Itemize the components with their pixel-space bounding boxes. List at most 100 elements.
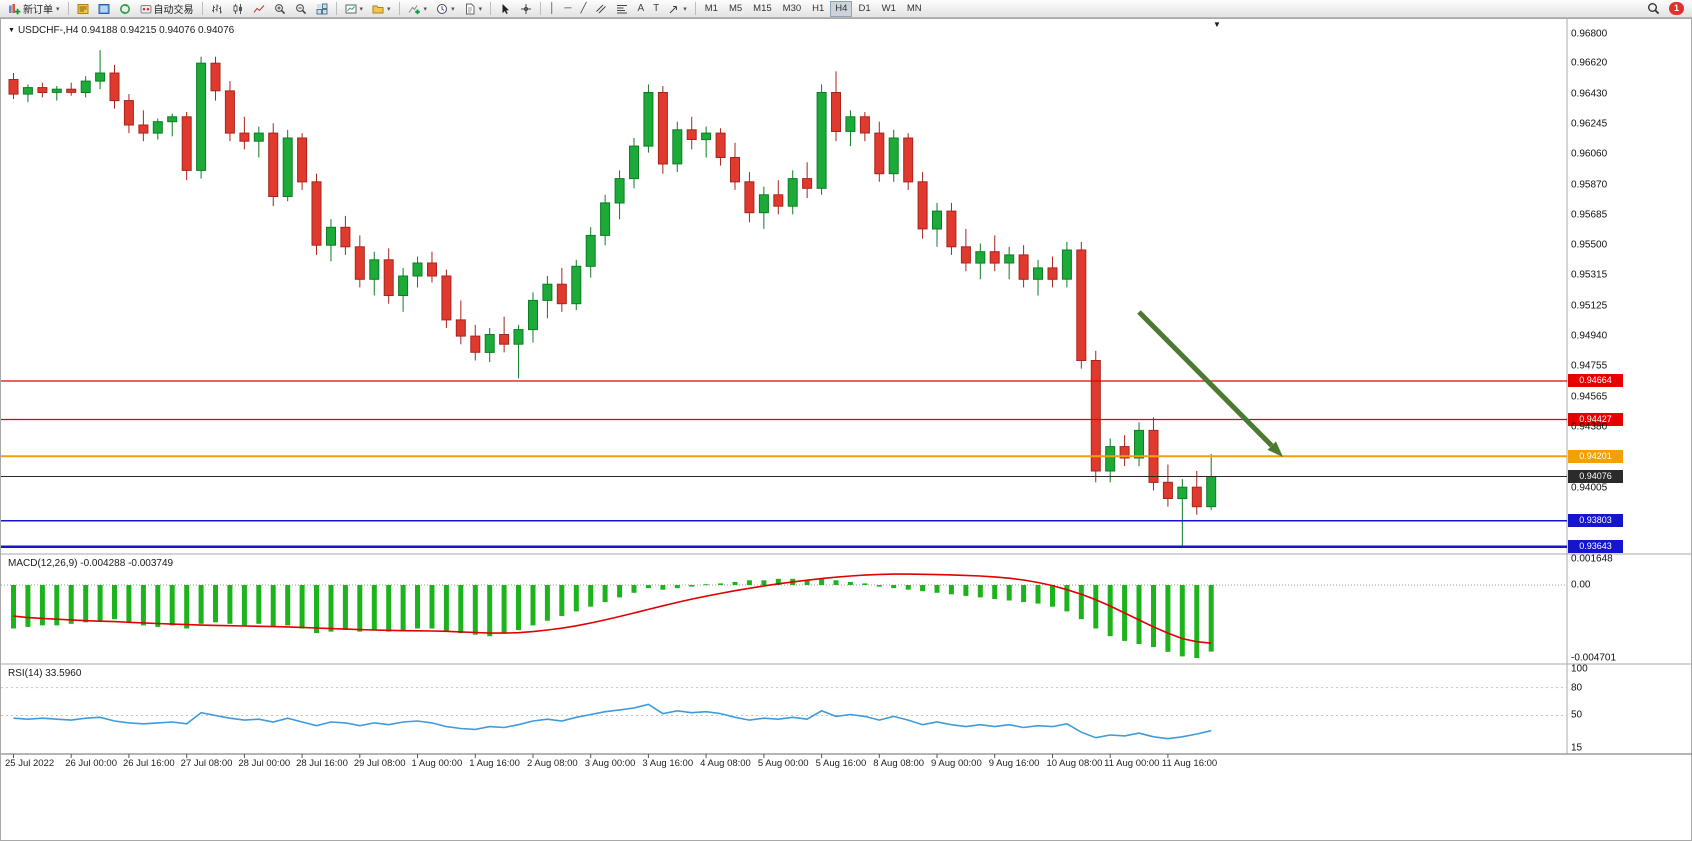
time-axis-label: 25 Jul 2022: [5, 758, 55, 769]
caret-down-icon: ▾: [359, 5, 364, 13]
candle-body: [239, 132, 250, 142]
price-axis-label: 0.94940: [1571, 330, 1608, 342]
market-watch-button[interactable]: [73, 1, 93, 17]
toolbar-separator: [398, 2, 400, 15]
notifications-button[interactable]: 1: [1665, 1, 1688, 17]
autotrading-icon: [140, 4, 152, 13]
channel-button[interactable]: [591, 1, 611, 17]
trend-arrow[interactable]: [1137, 310, 1283, 457]
tile-windows-button[interactable]: [312, 1, 332, 17]
candle-body: [455, 319, 466, 337]
candle-body: [571, 265, 582, 305]
time-axis-label: 28 Jul 00:00: [238, 758, 291, 769]
time-axis-label: 10 Aug 08:00: [1046, 758, 1103, 769]
collapse-icon[interactable]: ▼: [8, 27, 15, 34]
search-button[interactable]: [1643, 1, 1664, 17]
timeframe-toolbar: M1 M5 M15 M30 H1 H4 D1 W1 MN: [700, 0, 927, 17]
bar-chart-button[interactable]: [207, 1, 227, 17]
candle-body: [802, 178, 813, 189]
toolbar-separator: [540, 2, 542, 15]
fibonacci-button[interactable]: [612, 1, 632, 17]
timeframe-button-mn[interactable]: MN: [902, 1, 927, 17]
chart-profiles-button[interactable]: ▾: [368, 1, 395, 17]
line-chart-button[interactable]: [249, 1, 269, 17]
time-axis-label: 29 Jul 08:00: [353, 758, 406, 769]
caret-down-icon: ▾: [451, 5, 455, 13]
candle-body: [686, 129, 697, 141]
chart-shift-marker[interactable]: ▼: [1213, 20, 1221, 29]
horizontal-line-button[interactable]: ─: [560, 1, 575, 17]
candle-body: [1134, 429, 1144, 459]
candle-body: [167, 116, 178, 123]
data-window-button[interactable]: [94, 1, 114, 17]
rsi-scale-label: 100: [1571, 663, 1588, 675]
candle-body: [975, 251, 986, 264]
vertical-line-button[interactable]: │: [545, 1, 559, 17]
timeframe-button-d1[interactable]: D1: [853, 1, 875, 17]
time-axis[interactable]: 25 Jul 2022 26 Jul 00:00 26 Jul 16:00 27 Ju…: [1, 754, 1692, 776]
candle-body: [22, 87, 33, 95]
candle-body: [556, 283, 567, 305]
macd-signal-line: [13, 573, 1212, 644]
candle-body: [773, 194, 784, 207]
timeframe-button-m30[interactable]: M30: [778, 1, 806, 17]
candle-body: [37, 87, 48, 93]
timeframe-button-w1[interactable]: W1: [877, 1, 901, 17]
arrows-button[interactable]: ▾: [664, 1, 691, 17]
time-axis-label: 3 Aug 00:00: [584, 758, 636, 769]
candle-body: [427, 262, 437, 277]
rsi-scale-label: 80: [1571, 682, 1583, 694]
price-axis-label: 0.94005: [1571, 482, 1608, 494]
caret-down-icon: ▾: [683, 5, 687, 13]
templates-icon: [465, 3, 475, 14]
candle-body: [152, 121, 163, 134]
candle-body: [831, 92, 841, 132]
new-order-button[interactable]: 新订单 ▾: [4, 1, 64, 17]
new-order-label: 新订单: [23, 5, 53, 16]
indicators-button[interactable]: ▾: [404, 1, 432, 17]
candle-body: [1105, 446, 1116, 472]
time-axis-label: 1 Aug 00:00: [411, 758, 463, 769]
price-axis-label: 0.96060: [1571, 148, 1608, 160]
candles: [8, 50, 1217, 546]
price-tag-0.94076: 0.94076: [1568, 469, 1623, 483]
candlestick-chart-icon: [233, 3, 242, 14]
text-label-button[interactable]: T: [649, 1, 663, 17]
candle-body: [1061, 249, 1072, 280]
macd-scale-label: 0.00: [1571, 579, 1591, 591]
candle-body: [1119, 446, 1130, 459]
timeframe-button-m5[interactable]: M5: [724, 1, 747, 17]
trendline-button[interactable]: ╱: [576, 1, 590, 17]
new-chart-button[interactable]: ▾: [341, 1, 368, 17]
price-axis-label: 0.96245: [1571, 118, 1608, 130]
timeframe-button-h4[interactable]: H4: [830, 0, 853, 17]
periods-button[interactable]: ▾: [432, 1, 459, 17]
zoom-out-button[interactable]: [291, 1, 311, 17]
toolbar-separator: [694, 2, 696, 15]
autotrading-button[interactable]: 自动交易: [136, 1, 198, 17]
time-axis-label: 9 Aug 00:00: [931, 758, 982, 769]
price-axis-label: 0.94565: [1571, 391, 1608, 403]
candle-body: [282, 137, 293, 197]
crosshair-button[interactable]: [516, 1, 536, 17]
candle-body: [874, 132, 885, 175]
timeframe-button-m1[interactable]: M1: [700, 1, 723, 17]
text-button[interactable]: A: [633, 1, 648, 17]
cursor-button[interactable]: [495, 1, 515, 17]
search-icon: [1647, 3, 1660, 15]
price-axis-label: 0.96620: [1571, 57, 1608, 69]
timeframe-button-h1[interactable]: H1: [807, 1, 829, 17]
candle-body: [960, 246, 971, 264]
timeframe-button-m15[interactable]: M15: [748, 1, 776, 17]
candle-body: [1033, 267, 1043, 280]
candlestick-chart-button[interactable]: [228, 1, 248, 17]
new-chart-icon: [345, 4, 357, 13]
rsi-scale-label: 50: [1571, 709, 1583, 721]
price-axis-label: 0.96430: [1571, 88, 1608, 100]
navigator-button[interactable]: [115, 1, 135, 17]
templates-button[interactable]: ▾: [460, 1, 487, 17]
zoom-in-button[interactable]: [270, 1, 290, 17]
line-chart-icon: [253, 4, 264, 13]
candle-body: [643, 92, 654, 147]
rsi-line: [13, 703, 1212, 740]
